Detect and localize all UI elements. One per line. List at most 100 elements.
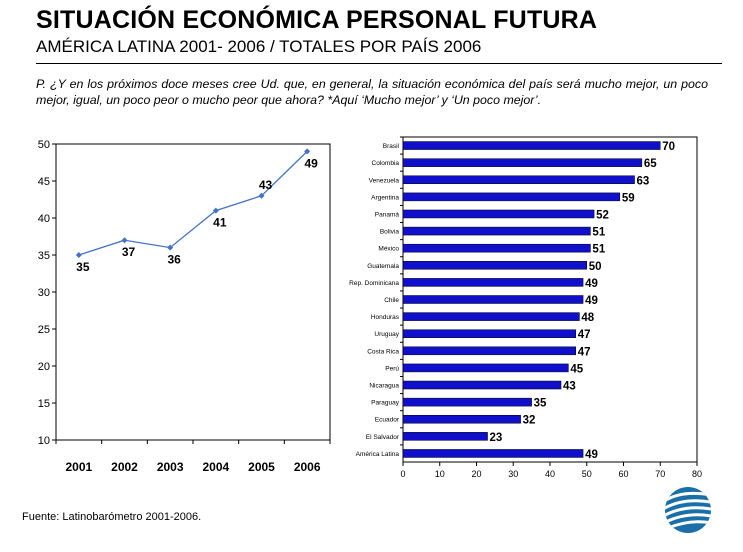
- x-tick-label: 2002: [111, 460, 138, 474]
- data-label: 63: [637, 175, 650, 187]
- y-tick-label: 30: [38, 287, 50, 299]
- data-point: [304, 148, 311, 155]
- category-label: América Latina: [356, 451, 400, 458]
- category-label: Argentina: [371, 194, 399, 201]
- bar: [402, 346, 576, 356]
- category-label: Guatemala: [367, 263, 399, 270]
- data-label: 48: [581, 312, 594, 324]
- bar: [402, 312, 580, 321]
- data-label: 51: [592, 227, 605, 239]
- data-point: [212, 207, 219, 214]
- data-label: 50: [589, 261, 602, 273]
- category-label: Honduras: [371, 314, 400, 321]
- x-tick-label: 20: [471, 469, 481, 479]
- data-label: 36: [167, 253, 181, 267]
- bar: [402, 141, 661, 150]
- x-tick-label: 70: [655, 469, 665, 479]
- data-label: 32: [523, 415, 536, 427]
- bar: [402, 261, 587, 270]
- x-tick-label: 30: [508, 469, 518, 479]
- data-label: 49: [585, 449, 598, 461]
- x-tick-label: 0: [400, 469, 405, 479]
- bar: [402, 329, 576, 338]
- category-label: Bolivia: [380, 229, 400, 236]
- data-label: 43: [259, 178, 273, 192]
- x-tick-label: 2005: [248, 460, 275, 474]
- bar: [402, 432, 488, 441]
- bar: [402, 363, 569, 373]
- category-label: México: [378, 246, 399, 253]
- x-tick-label: 2004: [202, 460, 229, 474]
- data-label: 65: [644, 158, 657, 170]
- data-label: 35: [76, 260, 90, 274]
- category-label: Chile: [384, 297, 399, 304]
- data-label: 23: [490, 432, 503, 444]
- y-tick-label: 10: [38, 435, 50, 447]
- survey-question: P. ¿Y en los próximos doce meses cree Ud…: [36, 77, 708, 107]
- bar: [402, 158, 643, 167]
- x-tick-label: 2003: [157, 460, 184, 474]
- bar: [402, 295, 584, 304]
- latinobarometro-logo-icon: [665, 487, 711, 533]
- page-title: SITUACIÓN ECONÓMICA PERSONAL FUTURA: [36, 6, 598, 34]
- title-divider: [36, 63, 722, 64]
- bar: [402, 192, 621, 202]
- data-label: 52: [596, 209, 609, 221]
- data-point: [167, 244, 174, 251]
- data-label: 51: [592, 244, 605, 256]
- series-line: [78, 150, 308, 256]
- data-label: 70: [662, 141, 675, 153]
- y-tick-label: 20: [38, 361, 50, 373]
- y-tick-label: 45: [38, 176, 50, 188]
- category-label: Ecuador: [375, 417, 400, 424]
- x-tick-label: 2001: [65, 460, 92, 474]
- data-label: 35: [534, 398, 547, 410]
- category-label: Panamá: [375, 211, 400, 218]
- y-tick-label: 25: [38, 324, 50, 336]
- y-tick-label: 50: [38, 139, 50, 151]
- bar: [402, 209, 595, 219]
- data-label: 47: [578, 346, 591, 358]
- data-label: 49: [304, 156, 318, 170]
- bar: [402, 449, 584, 458]
- category-label: Uruguay: [374, 331, 399, 338]
- bar: [402, 226, 591, 236]
- data-label: 43: [563, 381, 576, 393]
- data-point: [75, 252, 82, 258]
- data-label: 49: [585, 278, 598, 290]
- category-label: Colombia: [372, 160, 400, 167]
- bar: [402, 397, 532, 407]
- data-label: 47: [578, 329, 591, 341]
- footer-source: Fuente: Latinobarómetro 2001-2006.: [22, 511, 202, 523]
- x-tick-label: 50: [582, 469, 592, 479]
- bar: [402, 278, 584, 287]
- data-label: 41: [213, 216, 227, 230]
- data-point: [121, 237, 128, 244]
- y-tick-label: 15: [38, 398, 50, 410]
- x-tick-label: 10: [435, 469, 445, 479]
- data-label: 59: [622, 192, 635, 204]
- category-label: Venezuela: [369, 177, 400, 184]
- bar-chart: 0 10 20 30 40 50 60 70 80 Brasil 70 Colombia 65 Venez…: [349, 136, 702, 479]
- category-label: El Salvador: [366, 434, 400, 441]
- category-label: Perú: [385, 365, 399, 372]
- x-tick-label: 60: [618, 469, 628, 479]
- y-tick-label: 40: [38, 213, 50, 225]
- x-tick-label: 2006: [294, 460, 321, 474]
- data-label: 49: [585, 295, 598, 307]
- category-label: Brasil: [383, 143, 400, 150]
- line-chart: 10 15 20 25 30 35 40 45 50 2001 2002 2003 2004 2005 20…: [38, 139, 331, 474]
- x-tick-label: 80: [692, 469, 702, 479]
- data-label: 45: [570, 363, 583, 375]
- category-label: Nicaragua: [369, 383, 399, 390]
- data-label: 37: [122, 245, 136, 259]
- bar: [402, 380, 562, 390]
- y-tick-label: 35: [38, 250, 50, 262]
- page-subtitle: AMÉRICA LATINA 2001- 2006 / TOTALES POR …: [36, 37, 482, 56]
- line-plot-frame: [55, 143, 331, 441]
- bar: [402, 414, 521, 424]
- data-point: [258, 192, 265, 199]
- x-tick-label: 40: [545, 469, 555, 479]
- category-label: Costa Rica: [367, 348, 399, 355]
